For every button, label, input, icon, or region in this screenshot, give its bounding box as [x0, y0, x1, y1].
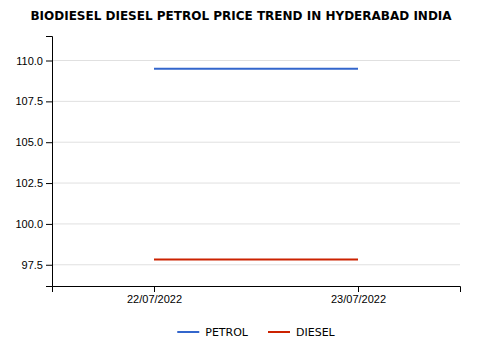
grid-line — [52, 223, 460, 224]
x-tick-label: 22/07/2022 — [127, 293, 182, 305]
x-tick-mark — [154, 286, 155, 292]
legend-item: PETROL — [177, 326, 249, 339]
series-group — [154, 69, 358, 260]
y-tick: 107.5 — [15, 95, 52, 107]
y-axis-line — [46, 37, 53, 287]
x-axis: 22/07/2022 23/07/2022 — [53, 286, 461, 305]
legend-item: DIESEL — [268, 326, 336, 339]
legend-label: DIESEL — [296, 326, 336, 339]
grid-line — [52, 142, 460, 143]
y-tick-mark — [46, 265, 52, 266]
y-tick: 105.0 — [15, 136, 52, 148]
line — [154, 68, 358, 70]
y-tick: 100.0 — [15, 218, 52, 230]
x-tick: 23/07/2022 — [331, 286, 386, 305]
y-tick: 102.5 — [15, 177, 52, 189]
y-tick-label: 97.5 — [22, 259, 43, 271]
legend-swatch — [268, 331, 290, 333]
y-tick-mark — [46, 61, 52, 62]
x-tick: 22/07/2022 — [127, 286, 182, 305]
line — [154, 259, 358, 261]
grid-line — [52, 264, 460, 265]
y-tick: 110.0 — [16, 55, 52, 67]
y-tick: 97.5 — [22, 259, 52, 271]
x-axis-line — [53, 287, 461, 293]
plot: 97.5100.0102.5105.0107.5110.022/07/20222… — [15, 37, 460, 305]
grid-line — [52, 183, 460, 184]
y-tick-mark — [46, 224, 52, 225]
grid-line — [52, 101, 460, 102]
legend: PETROL DIESEL — [177, 326, 335, 339]
x-tick-label: 23/07/2022 — [331, 293, 386, 305]
y-tick-label: 102.5 — [15, 177, 43, 189]
y-tick-mark — [46, 183, 52, 184]
chart: 97.5100.0102.5105.0107.5110.022/07/20222… — [0, 0, 482, 348]
y-tick-label: 105.0 — [15, 136, 43, 148]
title: BIODIESEL DIESEL PETROL PRICE TREND IN H… — [30, 9, 452, 23]
y-axis: 97.5 100.0 102.5 105.0 107.5 110.0 — [15, 37, 52, 287]
legend-label: PETROL — [205, 326, 249, 339]
x-tick-mark — [358, 286, 359, 292]
legend-swatch — [177, 331, 199, 333]
y-tick-label: 107.5 — [15, 95, 43, 107]
y-tick-label: 100.0 — [15, 218, 43, 230]
grid-line — [52, 60, 460, 61]
grid — [52, 61, 460, 265]
y-tick-label: 110.0 — [16, 55, 43, 67]
y-tick-mark — [46, 101, 52, 102]
y-tick-mark — [46, 142, 52, 143]
